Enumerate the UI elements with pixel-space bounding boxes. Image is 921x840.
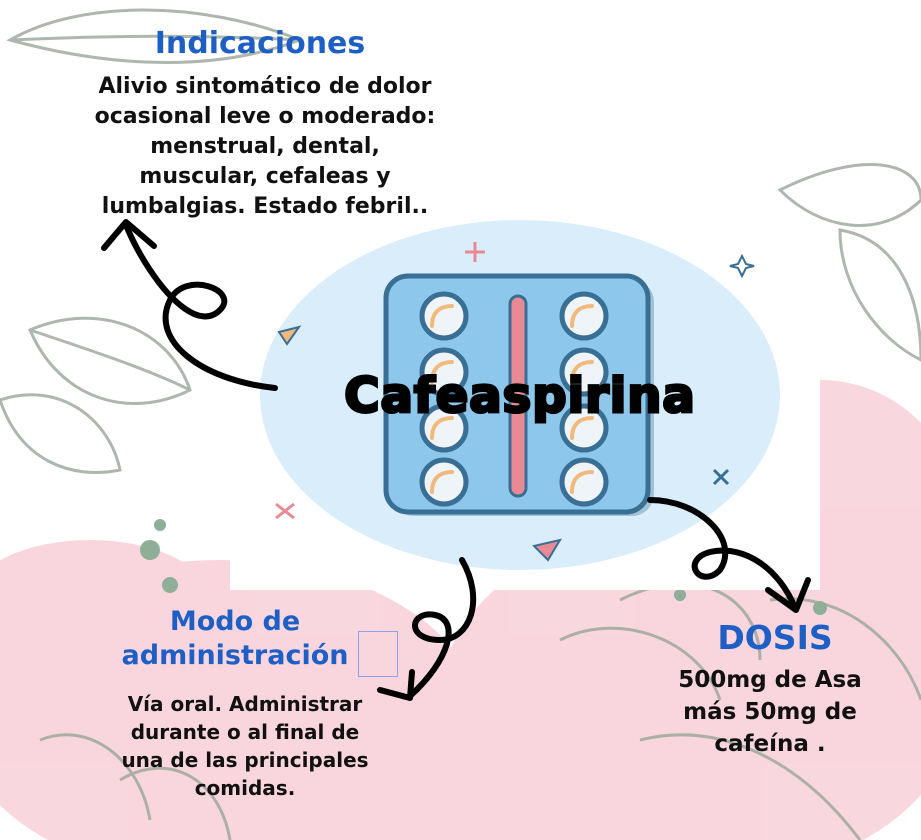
modo-title: Modo de administración	[60, 605, 410, 673]
modo-line: una de las principales	[121, 748, 369, 772]
indicaciones-line: muscular, cefaleas y	[139, 164, 391, 189]
arrow-to-modo	[407, 557, 477, 699]
modo-line: Vía oral. Administrar	[127, 692, 363, 716]
sparkle-decorations	[275, 242, 755, 562]
indicaciones-title: Indicaciones	[154, 26, 366, 61]
green-dots	[140, 519, 827, 615]
arrow-to-dosis	[647, 497, 798, 611]
indicaciones-line: menstrual, dental,	[150, 134, 380, 159]
dosis-text: 500mg de Asa más 50mg de cafeína .	[620, 664, 920, 760]
modo-line: comidas.	[194, 776, 296, 800]
modo-text: Vía oral. Administrar durante o al final…	[40, 690, 450, 802]
leaf-decoration	[0, 8, 921, 840]
indicaciones-text: Alivio sintomático de dolor ocasional le…	[30, 72, 500, 222]
modo-title-line: administración	[121, 640, 349, 671]
dosis-title: DOSIS	[717, 618, 833, 657]
modo-title-line: Modo de	[169, 606, 301, 637]
dosis-line: más 50mg de	[683, 699, 857, 725]
indicaciones-line: lumbalgias. Estado febril..	[101, 194, 429, 219]
blister-pack-icon	[383, 273, 654, 516]
arrow-to-indicaciones	[123, 222, 278, 391]
indicaciones-line: Alivio sintomático de dolor	[98, 74, 432, 99]
indicaciones-line: ocasional leve o moderado:	[94, 104, 436, 129]
dosis-line: 500mg de Asa	[678, 667, 862, 693]
modo-line: durante o al final de	[130, 720, 360, 744]
main-title: Cafeaspirina	[343, 367, 697, 426]
arrows	[101, 219, 811, 701]
text-selection-box	[358, 631, 398, 677]
dosis-line: cafeína .	[714, 731, 826, 757]
